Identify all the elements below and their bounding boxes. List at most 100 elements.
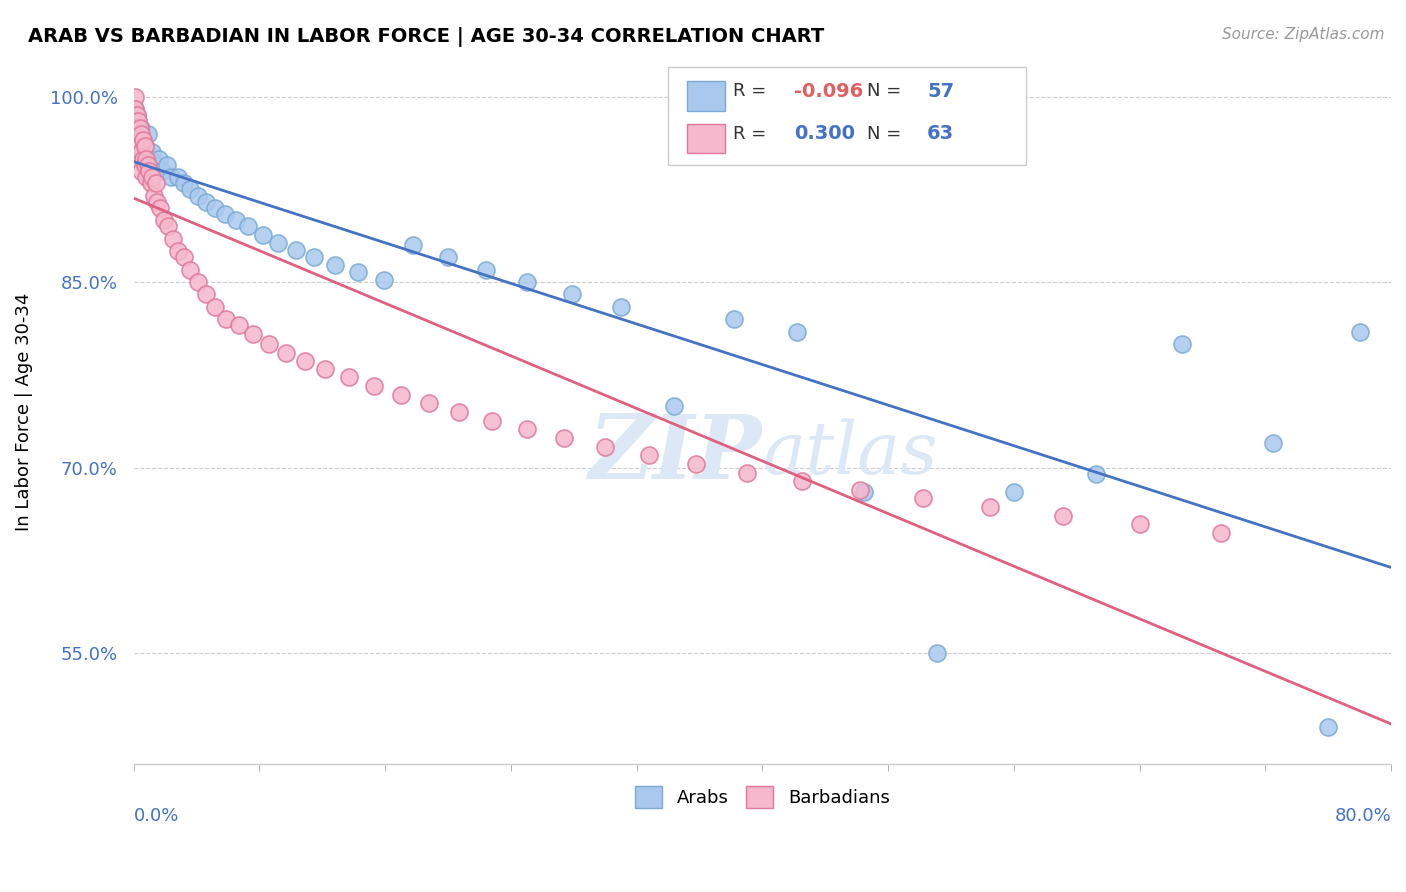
Point — [1052, 508, 1074, 523]
Point — [160, 169, 183, 184]
Point — [274, 345, 297, 359]
Point — [148, 152, 170, 166]
FancyBboxPatch shape — [688, 124, 724, 153]
Point — [152, 213, 174, 227]
Point — [156, 158, 179, 172]
Point — [402, 238, 425, 252]
Point — [610, 300, 633, 314]
Point — [134, 158, 156, 172]
Point — [304, 251, 326, 265]
Point — [314, 361, 336, 376]
Point — [143, 188, 166, 202]
Text: Source: ZipAtlas.com: Source: ZipAtlas.com — [1222, 27, 1385, 42]
Point — [204, 201, 226, 215]
Point — [1002, 485, 1025, 500]
Text: 63: 63 — [927, 124, 955, 143]
Text: N =: N = — [866, 125, 901, 143]
Point — [127, 114, 149, 128]
Point — [162, 232, 184, 246]
Point — [786, 325, 808, 339]
Point — [138, 152, 160, 166]
Point — [363, 379, 385, 393]
Point — [125, 133, 148, 147]
Point — [141, 145, 163, 160]
Point — [136, 127, 159, 141]
Point — [979, 500, 1001, 515]
Text: 0.300: 0.300 — [794, 124, 855, 143]
Text: ZIP: ZIP — [589, 411, 762, 498]
Point — [373, 273, 395, 287]
Point — [1348, 325, 1371, 339]
Point — [790, 474, 813, 488]
Point — [389, 387, 412, 401]
Text: 80.0%: 80.0% — [1334, 806, 1391, 824]
Point — [187, 188, 209, 202]
Point — [132, 133, 155, 147]
Point — [179, 262, 201, 277]
Point — [145, 158, 167, 172]
Point — [173, 251, 195, 265]
Point — [135, 169, 157, 184]
Point — [735, 466, 758, 480]
Point — [1128, 517, 1150, 532]
Point — [127, 139, 149, 153]
Point — [447, 405, 470, 419]
FancyBboxPatch shape — [668, 67, 1026, 165]
Legend: Arabs, Barbadians: Arabs, Barbadians — [627, 779, 897, 815]
Point — [474, 262, 496, 277]
Point — [125, 120, 148, 135]
Point — [135, 145, 157, 160]
Text: R =: R = — [734, 125, 766, 143]
Point — [124, 114, 146, 128]
Point — [125, 108, 148, 122]
Point — [129, 120, 152, 135]
Text: ARAB VS BARBADIAN IN LABOR FORCE | AGE 30-34 CORRELATION CHART: ARAB VS BARBADIAN IN LABOR FORCE | AGE 3… — [28, 27, 824, 46]
Point — [848, 483, 870, 497]
Point — [238, 219, 260, 234]
Point — [173, 176, 195, 190]
Point — [516, 422, 538, 436]
Point — [134, 139, 156, 153]
Text: atlas: atlas — [762, 419, 938, 490]
Point — [131, 164, 153, 178]
Point — [553, 431, 575, 445]
Point — [146, 194, 169, 209]
Point — [129, 139, 152, 153]
Point — [138, 164, 160, 178]
Point — [131, 120, 153, 135]
Point — [214, 207, 236, 221]
Point — [145, 176, 167, 190]
Point — [215, 312, 238, 326]
Point — [204, 300, 226, 314]
Point — [925, 646, 948, 660]
Point — [149, 201, 172, 215]
Point — [157, 219, 180, 234]
Point — [194, 194, 217, 209]
Point — [125, 139, 148, 153]
Point — [252, 228, 274, 243]
Point — [284, 243, 307, 257]
Point — [481, 414, 503, 428]
Point — [135, 152, 157, 166]
Text: 57: 57 — [927, 82, 955, 101]
Point — [638, 448, 661, 462]
Point — [911, 491, 934, 506]
Point — [1171, 337, 1194, 351]
Point — [166, 169, 188, 184]
Point — [166, 244, 188, 259]
Point — [129, 127, 152, 141]
Point — [267, 235, 290, 250]
Point — [561, 287, 583, 301]
Point — [294, 354, 316, 368]
Point — [124, 120, 146, 135]
Point — [323, 258, 346, 272]
Point — [124, 89, 146, 103]
Text: 0.0%: 0.0% — [134, 806, 179, 824]
Point — [516, 275, 538, 289]
Point — [124, 102, 146, 116]
Point — [257, 337, 280, 351]
Point — [127, 114, 149, 128]
Point — [337, 370, 360, 384]
Point — [179, 182, 201, 196]
Point — [1211, 526, 1233, 541]
